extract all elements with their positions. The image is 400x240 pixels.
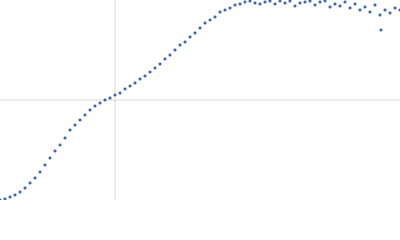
point: [73, 123, 77, 127]
point: [63, 136, 67, 140]
point: [393, 6, 397, 10]
point: [193, 31, 197, 35]
point: [78, 118, 82, 122]
point: [379, 28, 383, 32]
point: [288, 0, 292, 3]
point: [158, 62, 162, 66]
point: [318, 0, 322, 4]
point: [38, 170, 42, 174]
point: [293, 4, 297, 8]
point: [258, 2, 262, 6]
point: [378, 13, 382, 17]
point: [368, 10, 372, 14]
point: [48, 156, 52, 160]
point: [298, 1, 302, 5]
point: [8, 195, 12, 199]
point: [273, 2, 277, 6]
point: [118, 91, 122, 95]
point: [243, 0, 247, 4]
point: [108, 96, 112, 100]
point: [163, 57, 167, 61]
point: [138, 77, 142, 81]
point: [328, 5, 332, 9]
point: [178, 43, 182, 47]
point: [133, 81, 137, 85]
point: [333, 2, 337, 6]
point: [153, 66, 157, 70]
point: [143, 74, 147, 78]
point: [33, 176, 37, 180]
point: [383, 8, 387, 12]
point: [308, 0, 312, 3]
chart: [0, 0, 400, 200]
point: [98, 101, 102, 105]
point: [18, 190, 22, 194]
point: [103, 98, 107, 102]
point: [248, 0, 252, 3]
point: [218, 10, 222, 14]
point: [28, 181, 32, 185]
point: [128, 84, 132, 88]
point: [253, 1, 257, 5]
point: [148, 70, 152, 74]
point: [373, 3, 377, 7]
point: [208, 18, 212, 22]
point: [203, 21, 207, 25]
point: [3, 197, 7, 200]
point: [388, 11, 392, 15]
point: [13, 193, 17, 197]
point: [348, 6, 352, 10]
point: [68, 128, 72, 132]
point: [183, 40, 187, 44]
point: [268, 0, 272, 3]
point: [173, 48, 177, 52]
point: [53, 149, 57, 153]
point: [83, 113, 87, 117]
point: [283, 1, 287, 5]
point: [213, 15, 217, 19]
point: [238, 2, 242, 6]
point: [323, 0, 327, 3]
point: [123, 87, 127, 91]
point: [223, 8, 227, 12]
point: [353, 2, 357, 6]
point: [23, 186, 27, 190]
point: [58, 143, 62, 147]
point: [338, 4, 342, 8]
point: [43, 163, 47, 167]
point: [0, 198, 2, 200]
point: [88, 108, 92, 112]
point: [188, 35, 192, 39]
point: [228, 6, 232, 10]
point: [263, 0, 267, 4]
point: [168, 53, 172, 57]
point: [363, 5, 367, 9]
point: [303, 0, 307, 4]
point: [113, 93, 117, 97]
page: (() => { const data = JSON.parse(documen…: [0, 0, 400, 200]
point: [93, 104, 97, 108]
point: [233, 3, 237, 7]
point: [358, 8, 362, 12]
point: [198, 26, 202, 30]
point: [313, 3, 317, 7]
point: [278, 0, 282, 3]
point: [343, 0, 347, 4]
